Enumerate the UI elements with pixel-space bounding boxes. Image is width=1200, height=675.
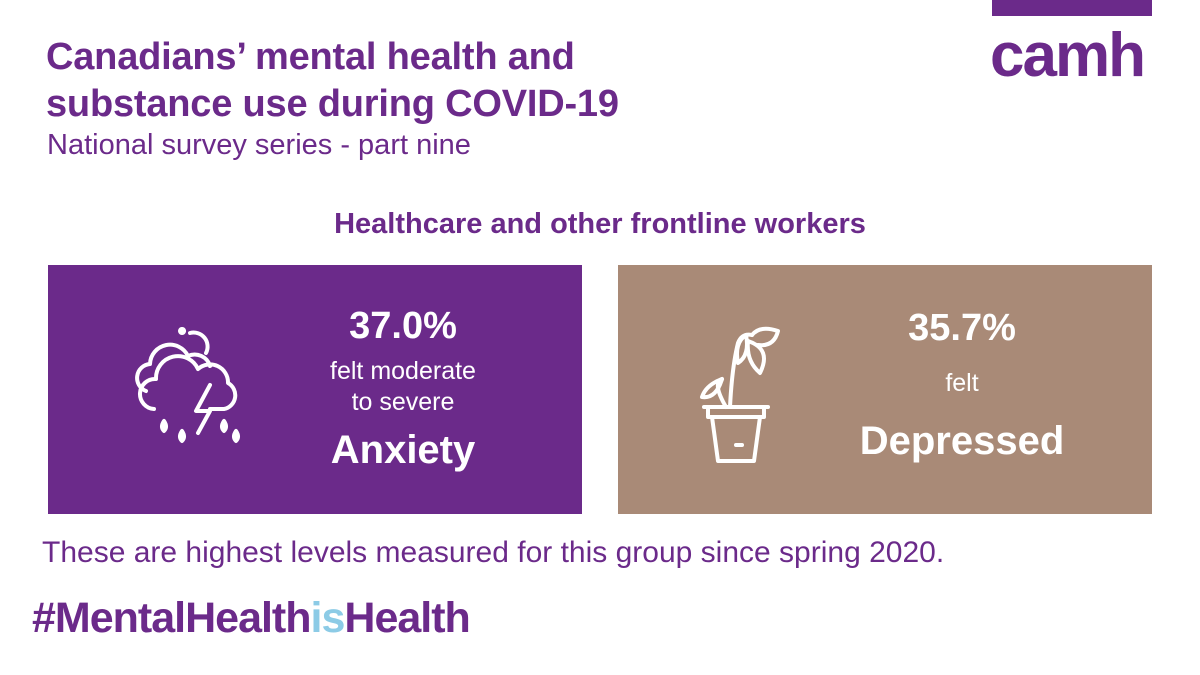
anxiety-percent: 37.0% (349, 305, 457, 347)
logo-bar (992, 0, 1152, 16)
wilted-plant-icon (700, 326, 780, 463)
title-line-1: Canadians’ mental health and (46, 36, 575, 78)
hashtag-part-2: is (310, 594, 346, 642)
hashtag-part-3: Health (344, 594, 470, 642)
depressed-card: 35.7% felt Depressed (618, 265, 1152, 514)
hashtag-part-1: #MentalHealth (32, 594, 312, 642)
anxiety-card: 37.0% felt moderate to severe Anxiety (48, 265, 582, 514)
anxiety-line2: to severe (351, 388, 455, 416)
depressed-stat: 35.7% felt Depressed (842, 307, 1082, 464)
anxiety-label: Anxiety (330, 428, 476, 472)
hashtag: #MentalHealthisHealth (32, 594, 471, 643)
anxiety-stat: 37.0% felt moderate to severe Anxiety (308, 305, 498, 473)
depressed-percent: 35.7% (908, 307, 1016, 349)
page-title: Canadians’ mental health and substance u… (46, 34, 766, 128)
camh-logo: camh (990, 21, 1146, 90)
storm-cloud-icon (135, 327, 240, 443)
anxiety-line1: felt moderate (330, 357, 476, 385)
section-heading: Healthcare and other frontline workers (334, 208, 866, 240)
depressed-label: Depressed (859, 419, 1065, 463)
title-line-2: substance use during COVID-19 (46, 83, 619, 125)
footnote: These are highest levels measured for th… (42, 536, 945, 569)
depressed-line1: felt (945, 369, 979, 397)
subtitle: National survey series - part nine (47, 129, 471, 161)
